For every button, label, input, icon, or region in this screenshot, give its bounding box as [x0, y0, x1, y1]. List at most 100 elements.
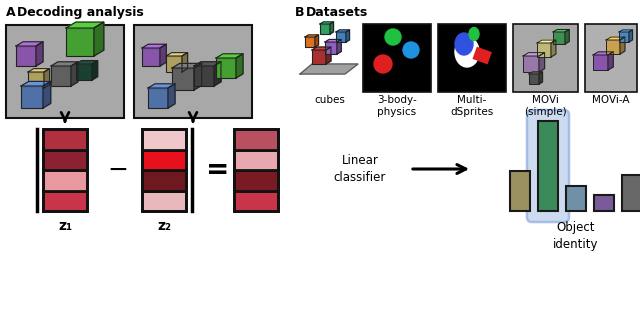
Bar — [234, 150, 278, 170]
Bar — [513, 24, 578, 92]
Bar — [66, 28, 94, 56]
Bar — [142, 129, 186, 211]
Bar — [619, 32, 629, 42]
Polygon shape — [300, 64, 358, 74]
Bar — [606, 40, 620, 54]
Bar — [312, 50, 326, 64]
Bar — [148, 88, 168, 108]
Text: =: = — [206, 156, 230, 184]
Circle shape — [403, 42, 419, 58]
Bar — [216, 58, 236, 78]
Bar — [43, 150, 87, 170]
Polygon shape — [606, 37, 625, 40]
Polygon shape — [172, 63, 202, 68]
Bar — [43, 170, 87, 191]
Circle shape — [385, 29, 401, 45]
Polygon shape — [216, 54, 243, 58]
Bar — [234, 129, 278, 211]
Bar — [16, 46, 36, 66]
Text: MOVi-A: MOVi-A — [592, 95, 630, 105]
Bar — [529, 74, 539, 84]
Bar — [622, 175, 640, 211]
Bar — [537, 43, 551, 57]
Bar — [593, 55, 608, 70]
Bar — [320, 24, 330, 34]
Bar — [585, 24, 637, 92]
Bar — [523, 56, 539, 72]
Bar — [363, 24, 431, 92]
Polygon shape — [523, 53, 545, 56]
Circle shape — [374, 55, 392, 73]
Text: MOVi
(simple): MOVi (simple) — [524, 95, 566, 116]
Polygon shape — [320, 22, 333, 24]
Text: Object
identity: Object identity — [553, 221, 599, 251]
Bar — [6, 25, 124, 118]
Polygon shape — [593, 52, 613, 55]
Polygon shape — [21, 81, 51, 86]
Polygon shape — [608, 52, 613, 70]
Polygon shape — [166, 53, 188, 56]
Bar — [142, 170, 186, 191]
Polygon shape — [51, 62, 78, 66]
Polygon shape — [148, 84, 175, 88]
Bar — [28, 72, 44, 88]
Polygon shape — [337, 40, 341, 54]
Bar — [43, 129, 87, 211]
Polygon shape — [160, 44, 166, 66]
Text: z₂: z₂ — [157, 219, 171, 233]
Polygon shape — [551, 40, 556, 57]
Polygon shape — [315, 35, 319, 47]
Polygon shape — [539, 53, 545, 72]
Bar — [21, 86, 43, 108]
Polygon shape — [214, 62, 221, 86]
Polygon shape — [336, 30, 349, 32]
Polygon shape — [346, 30, 349, 42]
Bar — [142, 150, 186, 170]
Polygon shape — [194, 63, 202, 90]
Text: Linear
classifier: Linear classifier — [334, 154, 386, 184]
Polygon shape — [168, 84, 175, 108]
FancyBboxPatch shape — [527, 110, 569, 222]
Bar — [305, 37, 315, 47]
Text: Decoding analysis: Decoding analysis — [17, 6, 144, 19]
Polygon shape — [620, 37, 625, 54]
Bar — [325, 42, 337, 54]
Text: A: A — [6, 6, 15, 19]
Bar — [336, 32, 346, 42]
Text: cubes: cubes — [315, 95, 346, 105]
Bar — [566, 186, 586, 211]
Ellipse shape — [469, 28, 479, 40]
Polygon shape — [43, 81, 51, 108]
Polygon shape — [529, 72, 543, 74]
Polygon shape — [330, 22, 333, 34]
Text: −: − — [108, 158, 129, 182]
Bar — [142, 191, 186, 211]
Bar — [51, 66, 71, 86]
Bar — [76, 64, 92, 80]
Polygon shape — [305, 35, 319, 37]
Polygon shape — [629, 30, 632, 42]
Polygon shape — [312, 47, 331, 50]
Bar — [234, 191, 278, 211]
Text: z₁: z₁ — [58, 219, 72, 233]
Polygon shape — [565, 29, 569, 44]
Bar — [234, 129, 278, 150]
Bar — [553, 32, 565, 44]
Text: B: B — [295, 6, 305, 19]
Polygon shape — [66, 22, 104, 28]
Polygon shape — [36, 42, 43, 66]
Polygon shape — [28, 69, 50, 72]
Bar — [510, 171, 530, 211]
Polygon shape — [76, 61, 97, 64]
Ellipse shape — [455, 33, 473, 55]
Bar — [43, 191, 87, 211]
Polygon shape — [619, 30, 632, 32]
Bar — [172, 68, 194, 90]
Text: Datasets: Datasets — [306, 6, 368, 19]
Bar — [594, 195, 614, 211]
Bar — [142, 129, 186, 150]
Text: Multi-
dSprites: Multi- dSprites — [451, 95, 493, 116]
Polygon shape — [44, 69, 50, 88]
Bar — [438, 24, 506, 92]
Polygon shape — [94, 22, 104, 56]
